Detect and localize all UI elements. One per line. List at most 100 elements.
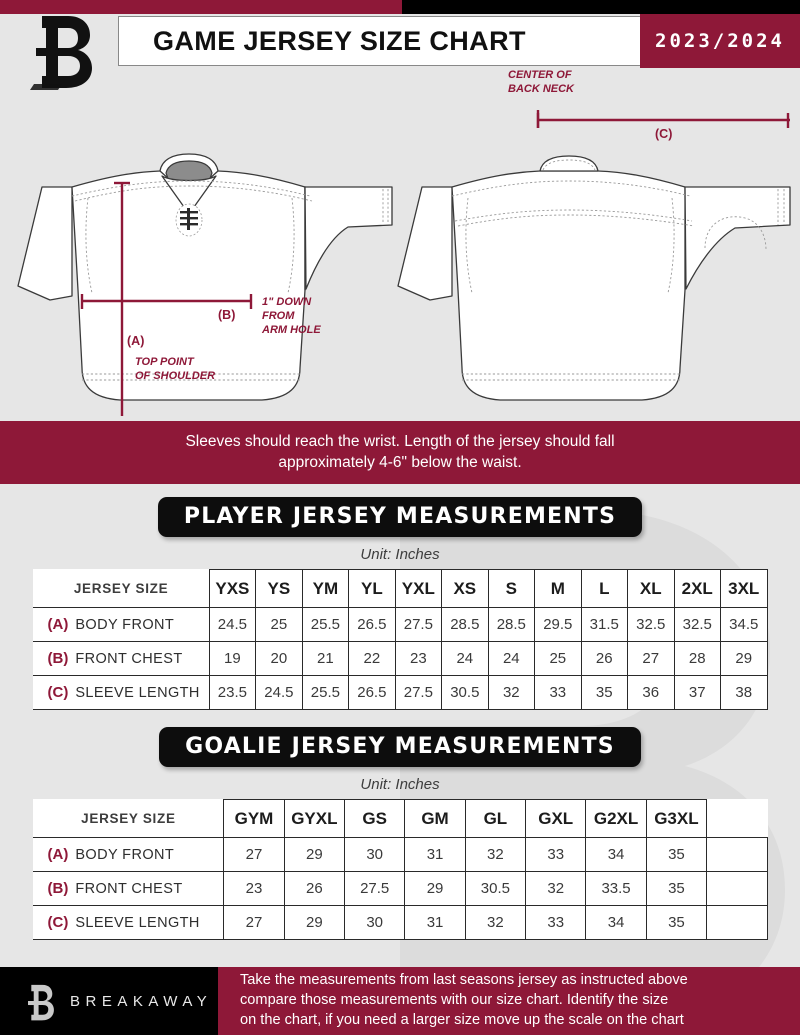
measurement-cell: 32.5 xyxy=(673,607,721,642)
player-unit-label: Unit: Inches xyxy=(360,546,440,563)
measurement-cell: 35 xyxy=(645,837,708,872)
jersey-size-header: JERSEY SIZE xyxy=(32,799,225,838)
size-header-m: M xyxy=(534,569,582,608)
table-row: (C) SLEEVE LENGTH 27 29 30 31 32 33 34 35 xyxy=(32,905,768,940)
size-header-gs: GS xyxy=(344,799,406,838)
measurement-cell: 31.5 xyxy=(580,607,629,642)
note-line-1: Sleeves should reach the wrist. Length o… xyxy=(185,432,615,450)
dim-b-text-3: ARM HOLE xyxy=(261,324,321,336)
back-jersey-illustration: CENTER OF BACK NECK (C) xyxy=(397,69,791,401)
jersey-lace-detail xyxy=(175,203,203,237)
title-box: GAME JERSEY SIZE CHART xyxy=(118,16,646,66)
breakaway-b-logo-icon xyxy=(28,984,54,1021)
measurement-cell xyxy=(706,871,768,906)
page-footer: BREAKAWAY Take the measurements from las… xyxy=(0,967,800,1035)
measurement-cell: 35 xyxy=(645,905,708,940)
size-header-gl: GL xyxy=(464,799,527,838)
size-header-g2xl: G2XL xyxy=(585,799,647,838)
measurement-cell: 32 xyxy=(525,871,587,906)
dim-a-text-1: TOP POINT xyxy=(135,356,195,368)
measurement-cell: 35 xyxy=(645,871,708,906)
dim-c-tag: (C) xyxy=(655,127,672,141)
footer-note-line-3: on the chart, if you need a larger size … xyxy=(240,1011,684,1028)
goalie-size-table: JERSEY SIZE GYM GYXL GS GM GL GXL G2XL G3XL (A) B… xyxy=(32,799,768,940)
row-label: (C) SLEEVE LENGTH xyxy=(32,675,210,710)
measurement-cell: 19 xyxy=(208,641,257,676)
measurement-cell: 25 xyxy=(255,607,303,642)
row-label-text: SLEEVE LENGTH xyxy=(75,915,200,931)
year-badge: 2023/2024 xyxy=(640,14,800,68)
measurement-cell: 31 xyxy=(404,837,466,872)
goalie-section-title: GOALIE JERSEY MEASUREMENTS xyxy=(159,727,641,767)
footer-note: Take the measurements from last seasons … xyxy=(218,967,800,1035)
row-label: (B) FRONT CHEST xyxy=(32,641,210,676)
player-measurements-section: PLAYER JERSEY MEASUREMENTS Unit: Inches … xyxy=(0,497,800,710)
dim-a-text-2: OF SHOULDER xyxy=(135,370,215,382)
size-header-xs: XS xyxy=(441,569,489,608)
measurement-cell xyxy=(706,905,768,940)
size-header-gxl: GXL xyxy=(525,799,587,838)
row-tag: (B) xyxy=(47,880,69,897)
measurement-cell: 34 xyxy=(585,905,647,940)
goalie-unit-label: Unit: Inches xyxy=(360,776,440,793)
year-label: 2023/2024 xyxy=(655,30,785,52)
measurement-cell xyxy=(706,837,768,872)
size-header-ys: YS xyxy=(255,569,303,608)
row-tag: (C) xyxy=(47,914,69,931)
measurement-cell: 24.5 xyxy=(208,607,257,642)
measurement-cell: 27 xyxy=(627,641,675,676)
size-header-2xl: 2XL xyxy=(673,569,721,608)
measurement-cell: 38 xyxy=(719,675,768,710)
row-tag: (B) xyxy=(47,650,69,667)
measurement-cell: 31 xyxy=(404,905,466,940)
table-row: (A) BODY FRONT 27 29 30 31 32 33 34 35 xyxy=(32,837,768,872)
measurement-cell: 30.5 xyxy=(464,871,527,906)
row-label-text: SLEEVE LENGTH xyxy=(75,685,200,701)
measurement-cell: 33.5 xyxy=(585,871,647,906)
jersey-diagram: .jo { fill:#ffffff; stroke:#3a3a3a; stro… xyxy=(0,68,800,416)
measurement-cell: 27.5 xyxy=(394,607,443,642)
goalie-table-header-row: JERSEY SIZE GYM GYXL GS GM GL GXL G2XL G3XL xyxy=(32,799,768,838)
measurement-cell: 33 xyxy=(525,905,587,940)
row-label: (B) FRONT CHEST xyxy=(32,871,225,906)
measurement-cell: 34 xyxy=(585,837,647,872)
dim-b-tag: (B) xyxy=(218,308,235,322)
dim-a-tag: (A) xyxy=(127,334,144,348)
goalie-measurements-section: GOALIE JERSEY MEASUREMENTS Unit: Inches … xyxy=(0,727,800,940)
size-header-yxl: YXL xyxy=(394,569,443,608)
measurement-cell: 29 xyxy=(719,641,768,676)
measurement-cell: 32.5 xyxy=(627,607,675,642)
measurement-cell: 35 xyxy=(580,675,629,710)
footer-brand: BREAKAWAY xyxy=(0,967,218,1035)
row-label-text: BODY FRONT xyxy=(75,617,175,633)
measurement-cell: 22 xyxy=(348,641,396,676)
table-row: (A) BODY FRONT 24.5 25 25.5 26.5 27.5 28.5 28.5 2… xyxy=(32,607,768,642)
size-header-gym: GYM xyxy=(223,799,285,838)
row-label: (A) BODY FRONT xyxy=(32,837,225,872)
size-header-s: S xyxy=(487,569,536,608)
measurement-cell: 33 xyxy=(525,837,587,872)
measurement-cell: 33 xyxy=(534,675,582,710)
footer-note-line-1: Take the measurements from last seasons … xyxy=(240,972,688,989)
measurement-cell: 32 xyxy=(464,837,527,872)
row-label: (C) SLEEVE LENGTH xyxy=(32,905,225,940)
size-header-gyxl: GYXL xyxy=(283,799,346,838)
measurement-cell: 24 xyxy=(487,641,536,676)
measurement-cell: 27.5 xyxy=(344,871,406,906)
measurement-cell: 32 xyxy=(464,905,527,940)
measurement-cell: 26.5 xyxy=(348,675,396,710)
measurement-cell: 25 xyxy=(534,641,582,676)
size-header-gm: GM xyxy=(404,799,466,838)
size-header-3xl: 3XL xyxy=(719,569,768,608)
back-neck-text-1: CENTER OF xyxy=(508,69,572,81)
row-label-text: BODY FRONT xyxy=(75,847,175,863)
measurement-cell: 36 xyxy=(627,675,675,710)
size-header-xl: XL xyxy=(627,569,675,608)
measurement-cell: 27 xyxy=(223,905,285,940)
measurement-cell: 30 xyxy=(344,837,406,872)
measurement-cell: 25.5 xyxy=(301,675,350,710)
size-header-l: L xyxy=(580,569,629,608)
top-strip xyxy=(0,0,800,14)
brand-name: BREAKAWAY xyxy=(70,992,213,1010)
